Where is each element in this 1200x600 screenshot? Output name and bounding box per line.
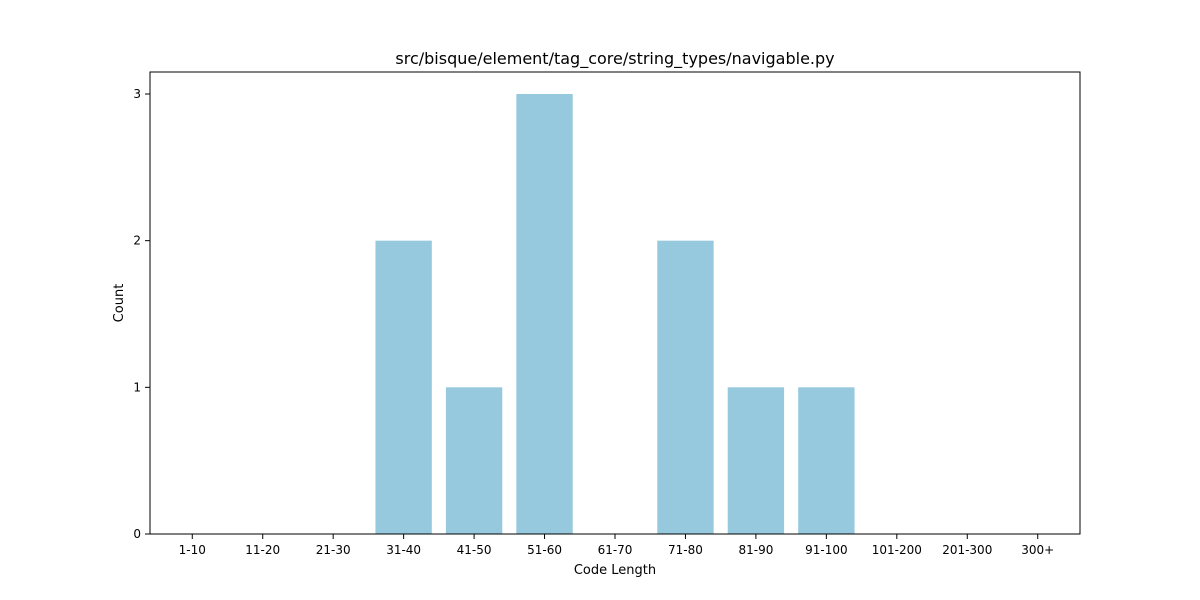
x-tick-label: 21-30 [316,543,351,557]
y-tick-label: 2 [133,234,141,248]
y-axis-label: Count [112,284,127,323]
bars-group [375,94,855,534]
bar-71-80 [657,240,714,534]
x-tick-label: 31-40 [386,543,421,557]
x-tick-label: 71-80 [668,543,703,557]
x-tick-label: 61-70 [598,543,633,557]
x-tick-label: 91-100 [805,543,848,557]
x-axis-label: Code Length [574,563,656,578]
x-tick-label: 1-10 [179,543,206,557]
plot-frame [149,71,1081,535]
x-tick-label: 51-60 [527,543,562,557]
x-tick-label: 41-50 [457,543,492,557]
bar-81-90 [727,387,785,534]
chart-title: src/bisque/element/tag_core/string_types… [395,49,834,69]
y-axis-ticks: 0 1 2 3 [133,87,150,541]
x-tick-label: 81-90 [738,543,773,557]
bar-41-50 [445,387,503,534]
bar-51-60 [516,94,573,534]
x-tick-label: 101-200 [872,543,922,557]
bar-91-100 [798,387,855,534]
x-tick-label: 11-20 [245,543,280,557]
x-tick-label: 201-300 [942,543,992,557]
y-tick-label: 3 [133,87,141,101]
x-axis-ticks: 1-10 11-20 21-30 31-40 41-50 51-60 61-70 71-80 8… [179,534,1054,557]
x-tick-label: 300+ [1021,543,1054,557]
y-tick-label: 1 [133,380,141,394]
bar-31-40 [375,240,432,534]
y-tick-label: 0 [133,527,141,541]
